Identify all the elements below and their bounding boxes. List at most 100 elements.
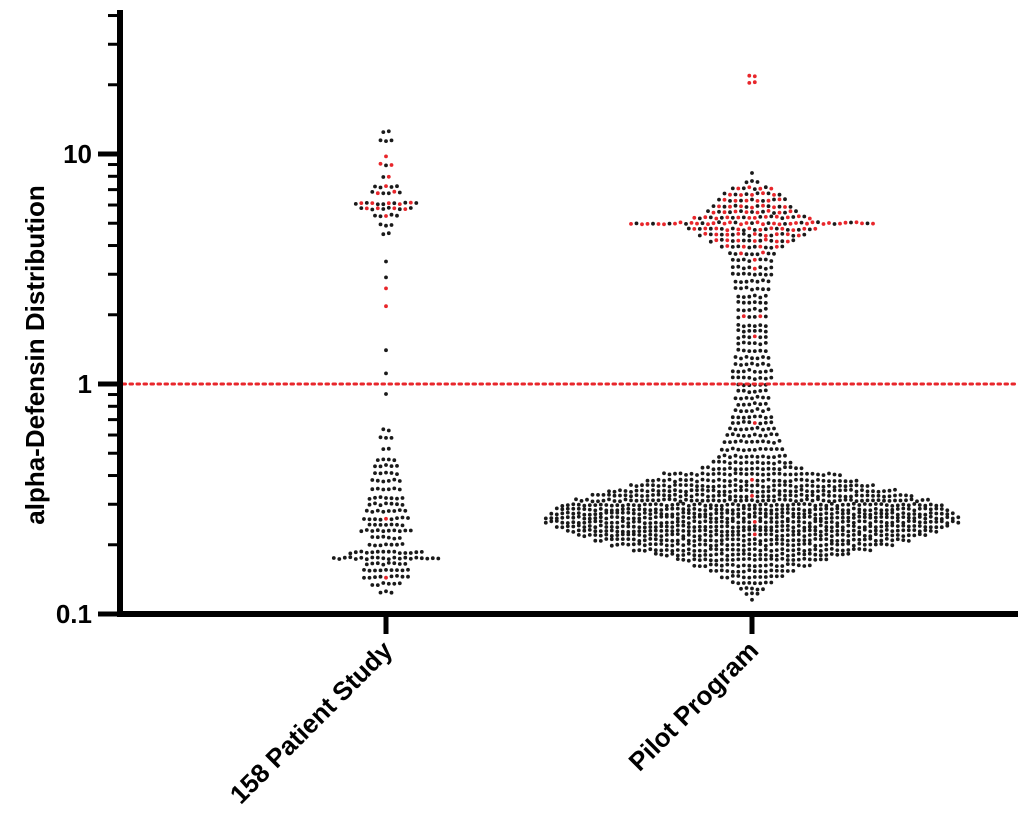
data-point [785, 528, 790, 532]
data-point [711, 498, 716, 503]
data-point [395, 542, 399, 547]
data-point [774, 244, 779, 249]
data-point [774, 447, 779, 451]
data-point [752, 389, 757, 394]
data-point [895, 528, 900, 533]
data-points-layer [331, 73, 961, 602]
data-point [766, 356, 771, 360]
data-point [373, 543, 377, 548]
data-point [684, 497, 688, 502]
data-point [934, 516, 939, 521]
data-point [576, 523, 581, 528]
data-point [777, 454, 782, 458]
data-point [821, 488, 826, 493]
data-point [408, 556, 413, 561]
data-point [763, 415, 768, 420]
data-point [791, 507, 796, 512]
data-point [780, 542, 785, 546]
data-point [758, 376, 763, 380]
data-point [898, 493, 903, 497]
data-point [675, 542, 680, 546]
data-point [747, 402, 752, 407]
data-point [879, 542, 884, 546]
data-point [868, 536, 873, 541]
data-point [744, 252, 749, 257]
data-point [884, 532, 889, 537]
data-point [873, 519, 878, 524]
data-point [714, 516, 719, 521]
data-point [395, 568, 399, 572]
data-point [827, 221, 831, 225]
data-point [386, 557, 391, 561]
data-point [772, 197, 776, 202]
data-point [901, 502, 906, 507]
data-point [637, 503, 642, 508]
data-point [840, 502, 845, 507]
data-point [884, 512, 889, 516]
data-point [730, 533, 735, 537]
data-point [670, 520, 675, 525]
data-point [719, 237, 724, 242]
data-point [741, 228, 746, 233]
data-point [758, 295, 763, 300]
data-point [832, 472, 837, 477]
data-point [774, 232, 779, 237]
data-point [755, 591, 760, 596]
data-point [780, 556, 785, 561]
data-point [397, 479, 402, 483]
data-point [906, 528, 911, 533]
data-point [766, 204, 771, 209]
data-point [766, 396, 771, 400]
data-point [882, 498, 886, 503]
data-point [653, 525, 658, 529]
data-point [714, 558, 719, 563]
data-point [736, 323, 741, 327]
data-point [821, 498, 826, 503]
data-point [389, 471, 394, 475]
data-point [860, 493, 864, 498]
data-point [386, 509, 391, 513]
data-point [697, 542, 702, 547]
data-point [708, 562, 713, 567]
data-point [689, 498, 694, 503]
data-point [645, 489, 650, 494]
data-point [802, 214, 807, 219]
data-point [574, 497, 578, 502]
data-point [945, 515, 950, 520]
data-point [659, 514, 664, 519]
data-point [689, 471, 694, 476]
data-point [609, 520, 614, 525]
data-point [384, 286, 388, 291]
data-point [835, 539, 840, 543]
data-point [686, 551, 691, 556]
data-point [747, 375, 752, 380]
data-point [662, 497, 666, 502]
data-point [862, 533, 867, 538]
data-point [560, 525, 565, 530]
data-point [403, 200, 408, 205]
data-point [785, 543, 790, 547]
data-point [664, 503, 669, 508]
data-point [758, 447, 763, 451]
data-point [664, 520, 669, 525]
data-point [755, 483, 760, 488]
data-point [719, 524, 724, 529]
data-point [381, 509, 386, 514]
data-point [378, 138, 383, 143]
data-point [774, 507, 779, 512]
data-point [684, 489, 688, 494]
data-point [659, 521, 664, 525]
data-point [686, 226, 691, 231]
data-point [769, 562, 774, 567]
data-point [752, 527, 757, 532]
data-point [706, 222, 710, 227]
data-point [667, 484, 672, 489]
data-point [761, 587, 765, 592]
data-point [868, 542, 873, 547]
data-point [736, 514, 741, 519]
data-point [752, 228, 757, 232]
data-point [642, 502, 647, 507]
data-point [783, 493, 787, 498]
data-point [818, 502, 823, 507]
data-point [884, 542, 889, 547]
